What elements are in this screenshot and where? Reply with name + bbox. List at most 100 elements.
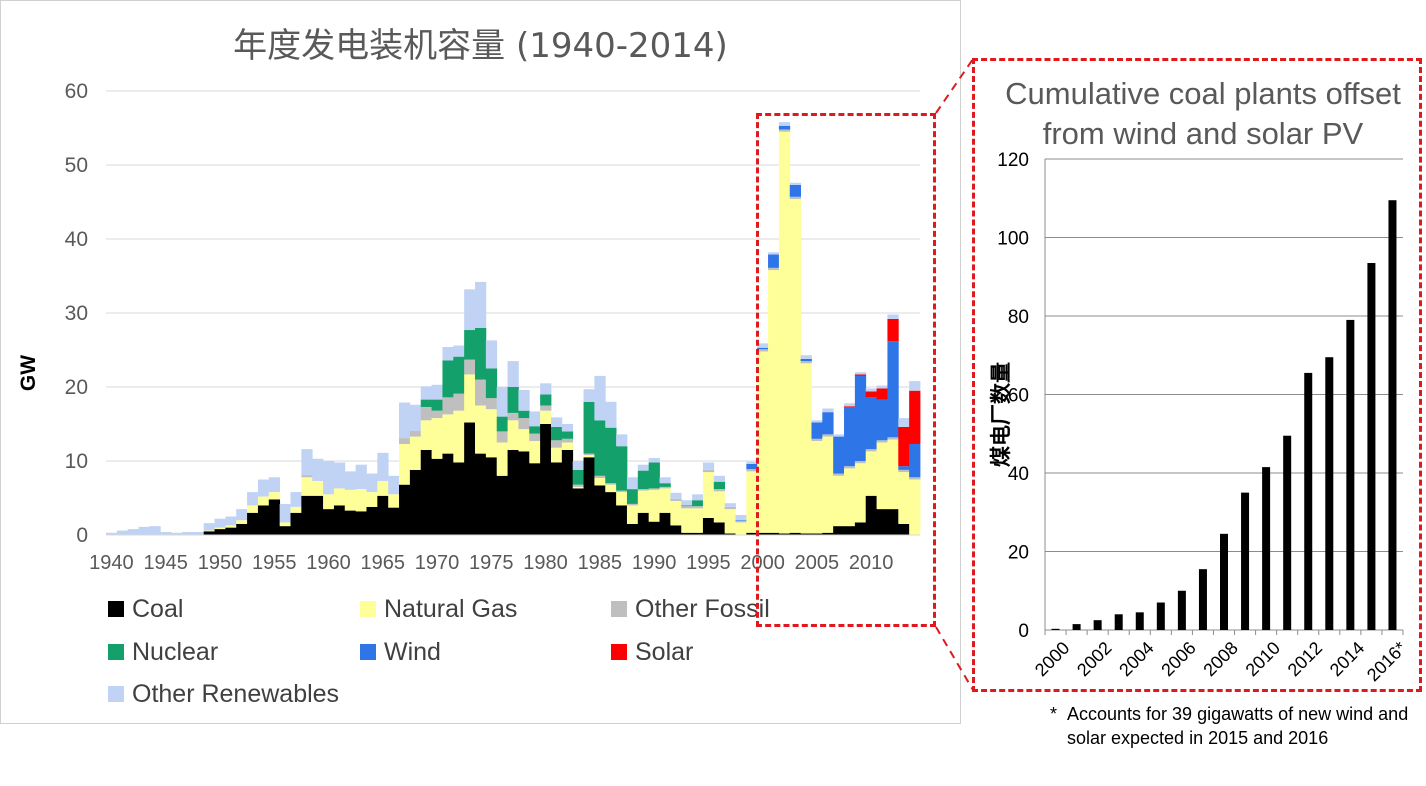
bar-segment-natural-gas: [290, 506, 302, 513]
bar-segment-nuclear: [561, 431, 574, 439]
bar-segment-other-fossil: [518, 418, 530, 430]
bar-segment-natural-gas: [800, 363, 812, 534]
left-chart-title: 年度发电装机容量 (1940-2014): [233, 26, 728, 66]
bar-segment-nuclear: [453, 356, 465, 394]
bar-segment-natural-gas: [464, 374, 476, 423]
bar-segment-coal: [431, 458, 443, 535]
bar-segment-natural-gas: [605, 484, 617, 493]
bar-segment-natural-gas: [626, 505, 639, 524]
bar-segment-wind: [854, 375, 867, 461]
bar-segment-coal: [420, 449, 432, 535]
bar-segment-other-fossil: [399, 438, 411, 444]
legend-swatch-other-fossil: [611, 601, 627, 617]
bar-2004: [1135, 612, 1144, 630]
bar-segment-other-renewables: [844, 403, 856, 407]
bar-2012: [1304, 372, 1313, 630]
bar-segment-coal: [681, 532, 693, 535]
x-tick-label: 1955: [252, 552, 297, 574]
bar-segment-coal: [377, 495, 389, 535]
bar-segment-natural-gas: [778, 131, 791, 534]
bar-segment-other-renewables: [865, 388, 877, 392]
bar-segment-other-renewables: [171, 532, 183, 535]
bar-segment-nuclear: [583, 401, 595, 454]
bar-segment-other-fossil: [876, 440, 888, 443]
y-axis-title: GW: [17, 355, 40, 391]
bar-segment-solar: [865, 391, 877, 398]
bar-segment-natural-gas: [485, 409, 498, 458]
bar-segment-coal: [724, 533, 736, 535]
bar-segment-coal: [247, 512, 259, 535]
bar-segment-other-fossil: [768, 267, 780, 271]
bar-segment-coal: [214, 529, 226, 535]
y-tick-label: 0: [1018, 621, 1029, 642]
bar-segment-nuclear: [648, 462, 660, 489]
bar-segment-coal: [800, 533, 812, 535]
bar-segment-other-renewables: [583, 389, 595, 402]
bar-segment-wind: [789, 184, 802, 197]
bar-segment-natural-gas: [898, 472, 910, 524]
bar-segment-other-renewables: [290, 492, 302, 507]
bar-segment-other-renewables: [713, 475, 726, 482]
bar-segment-wind: [768, 254, 780, 268]
bar-segment-other-fossil: [833, 473, 845, 476]
bar-segment-natural-gas: [247, 505, 259, 513]
bar-segment-natural-gas: [648, 489, 660, 522]
footnote: * Accounts for 39 gigawatts of new wind …: [1050, 702, 1410, 750]
bar-segment-natural-gas: [713, 491, 726, 523]
bar-segment-other-fossil: [409, 430, 422, 437]
bar-segment-other-renewables: [181, 532, 194, 535]
bar-segment-other-renewables: [236, 509, 248, 521]
x-tick-label: 1950: [198, 552, 243, 574]
bar-segment-natural-gas: [323, 494, 335, 510]
bar-segment-wind: [746, 463, 758, 470]
bar-segment-coal: [844, 526, 856, 535]
bar-segment-coal: [561, 449, 574, 535]
bar-segment-other-fossil: [561, 438, 574, 443]
bar-segment-other-fossil: [757, 349, 769, 352]
bar-segment-natural-gas: [312, 480, 324, 496]
bar-segment-natural-gas: [583, 455, 595, 458]
bar-segment-coal: [485, 457, 498, 535]
bar-segment-wind: [811, 422, 823, 439]
bar-segment-coal: [789, 532, 802, 535]
bar-segment-other-renewables: [279, 503, 291, 523]
bar-segment-natural-gas: [876, 442, 888, 510]
bar-2013: [1325, 357, 1334, 630]
x-tick-label: 1975: [469, 552, 514, 574]
x-tick-label: 1995: [686, 552, 731, 574]
bar-segment-solar: [887, 318, 899, 342]
bar-segment-other-renewables: [702, 462, 715, 470]
bar-segment-natural-gas: [909, 479, 921, 535]
bar-segment-coal: [279, 526, 291, 535]
bar-segment-wind: [898, 466, 910, 470]
bar-2007: [1198, 569, 1207, 630]
x-tick-label: 1965: [361, 552, 406, 574]
bar-segment-natural-gas: [735, 522, 747, 535]
bar-segment-wind: [822, 412, 834, 435]
bar-segment-nuclear: [518, 410, 530, 419]
bar-segment-other-renewables: [377, 452, 389, 481]
bar-segment-other-renewables: [323, 461, 335, 495]
bar-segment-other-renewables: [203, 523, 215, 531]
bar-segment-natural-gas: [768, 270, 780, 533]
bar-segment-natural-gas: [561, 442, 574, 450]
bar-segment-coal: [833, 526, 845, 535]
bar-segment-nuclear: [496, 416, 508, 432]
legend-item-other-renewables: Other Renewables: [108, 676, 339, 712]
y-tick-label: 40: [65, 228, 88, 251]
x-tick-label: 1970: [415, 552, 460, 574]
y-tick-label: 80: [1008, 307, 1029, 328]
bar-segment-nuclear: [550, 426, 563, 441]
bar-segment-other-fossil: [464, 359, 476, 375]
bar-segment-natural-gas: [529, 441, 541, 464]
bar-segment-natural-gas: [724, 509, 736, 534]
bar-segment-nuclear: [431, 399, 443, 411]
x-tick-label: 2014: [1326, 638, 1368, 680]
bar-segment-natural-gas: [431, 418, 443, 459]
bar-segment-coal: [713, 522, 726, 535]
bar-segment-other-renewables: [887, 314, 899, 319]
bar-segment-natural-gas: [702, 472, 715, 518]
bar-segment-nuclear: [659, 483, 671, 487]
bar-segment-coal: [236, 523, 248, 535]
